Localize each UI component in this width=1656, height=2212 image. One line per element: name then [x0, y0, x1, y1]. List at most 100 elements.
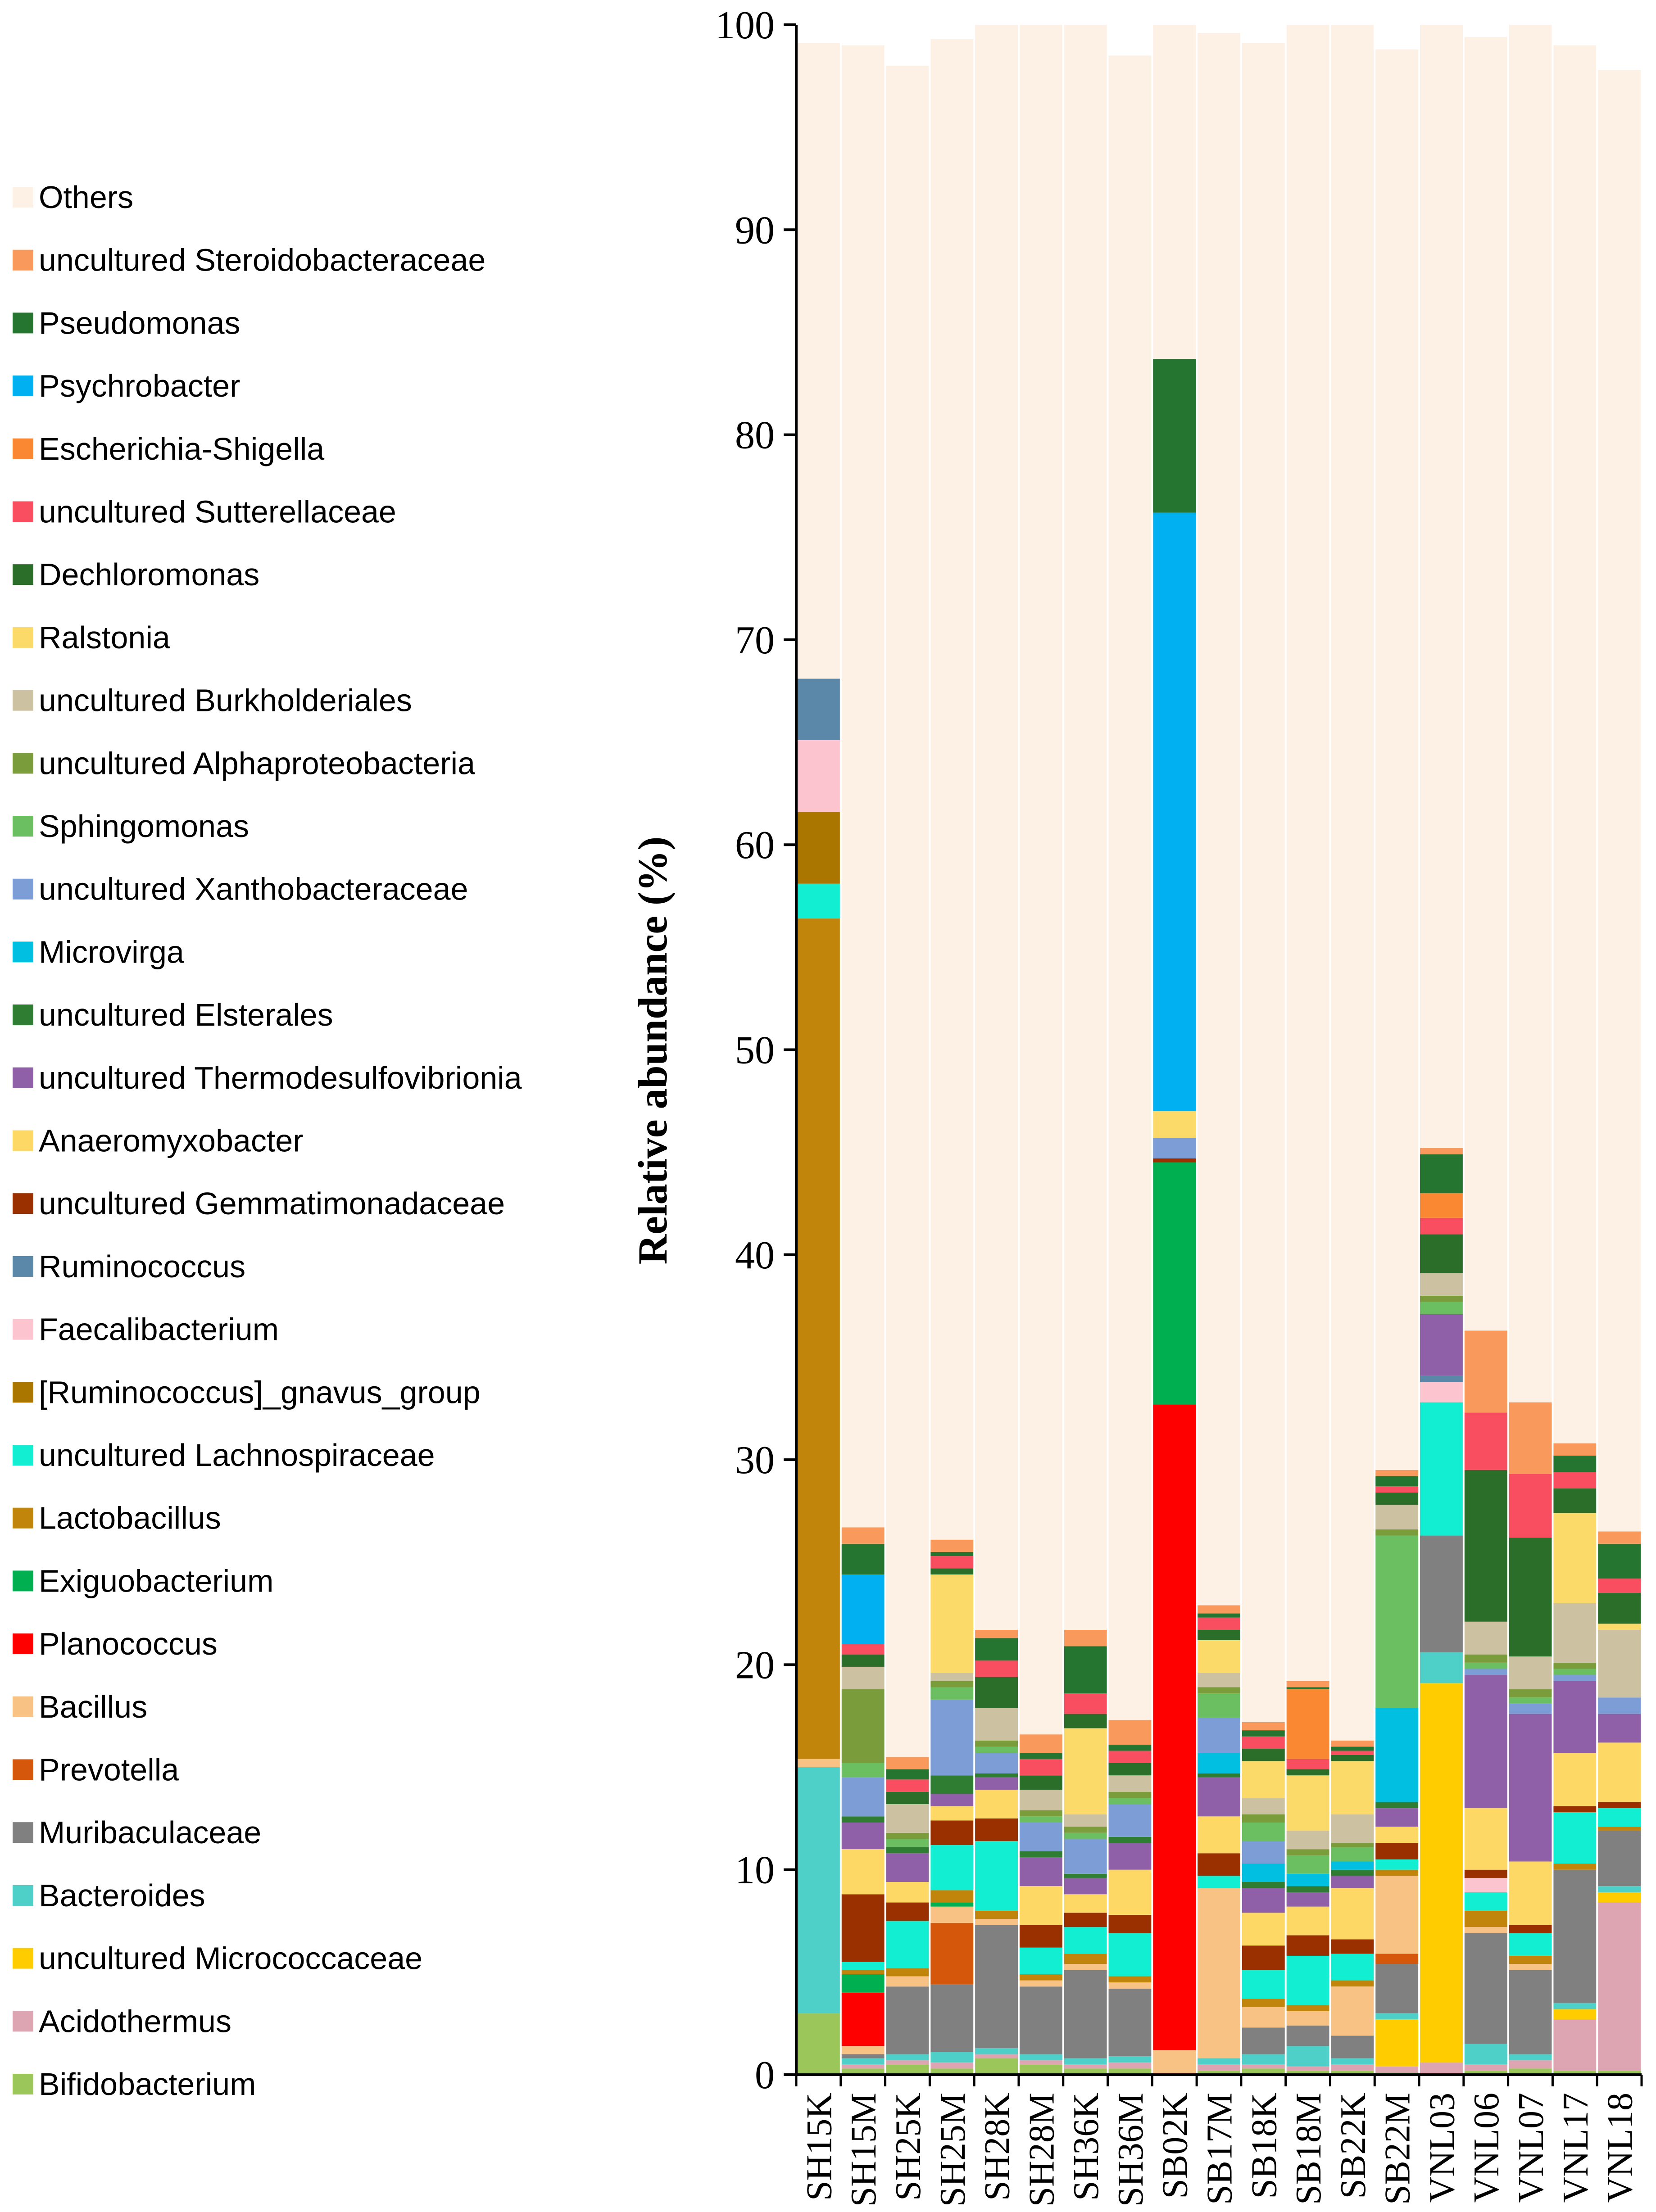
- bar-sh36k-ralstonia: [1064, 1728, 1107, 1814]
- y-tick-label: 0: [755, 2054, 775, 2097]
- bar-sh15m-uncultured-alphaproteobacteria: [841, 1689, 885, 1763]
- bar-sh28m-bacteroides: [1019, 2054, 1062, 2061]
- bar-vnl17-uncultured-burkholderiales: [1553, 1603, 1597, 1663]
- bar-sb02k-uncultured-xanthobacteraceae: [1153, 1138, 1196, 1158]
- x-tick-label: SH36M: [1111, 2093, 1151, 2207]
- bar-sb17m-bacteroides: [1198, 2058, 1240, 2065]
- legend-swatch: [13, 1382, 33, 1403]
- legend-swatch: [13, 312, 33, 334]
- bar-vnl07-uncultured-sutterellaceae: [1509, 1474, 1552, 1538]
- bar-vnl03-uncultured-lachnospiraceae: [1420, 1402, 1463, 1536]
- bar-vnl03-faecalibacterium: [1420, 1382, 1463, 1402]
- bar-sh36k-dechloromonas: [1064, 1714, 1107, 1728]
- bar-sb22k-pseudomonas: [1331, 1746, 1374, 1751]
- legend-swatch: [13, 1067, 33, 1088]
- bar-sb18m-bacteroides: [1286, 2046, 1329, 2067]
- bar-sh15m-muribaculaceae: [841, 2054, 885, 2058]
- bar-sb22k-bacteroides: [1331, 2058, 1374, 2065]
- bar-sh28m-acidothermus: [1019, 2060, 1062, 2065]
- bar-sh25m-uncultured-alphaproteobacteria: [930, 1681, 974, 1687]
- bar-sh36m-acidothermus: [1108, 2062, 1152, 2069]
- bar-sh36k-sphingomonas: [1064, 1832, 1107, 1839]
- bar-sb22m-others: [1375, 49, 1419, 1470]
- bar-sb22k-microvirga: [1331, 1861, 1374, 1870]
- bar-sb18k-sphingomonas: [1242, 1822, 1285, 1841]
- x-tick-label: SB02K: [1156, 2093, 1195, 2199]
- bar-sh28k-lactobacillus: [975, 1910, 1018, 1919]
- bar-sh36m-muribaculaceae: [1108, 1988, 1152, 2057]
- bar-sb18k-bacteroides: [1242, 2054, 1285, 2065]
- bar-sh25m-anaeromyxobacter: [930, 1806, 974, 1821]
- bar-sh15m-planococcus: [841, 1992, 885, 2046]
- bar-sh36m-uncultured-lachnospiraceae: [1108, 1933, 1152, 1977]
- legend-swatch: [13, 1822, 33, 1843]
- bar-sh36k-uncultured-sutterellaceae: [1064, 1693, 1107, 1714]
- legend-swatch: [13, 2011, 33, 2032]
- bar-sh15m-bifidobacterium: [841, 2068, 885, 2075]
- legend-label: Microvirga: [39, 934, 184, 969]
- legend-label: Acidothermus: [39, 2004, 231, 2039]
- bar-sb18m-muribaculaceae: [1286, 2025, 1329, 2046]
- bar-vnl06-bacteroides: [1464, 2044, 1507, 2065]
- legend-label: uncultured Gemmatimonadaceae: [39, 1186, 505, 1221]
- bar-sh25k-uncultured-steroidobacteraceae: [886, 1757, 929, 1769]
- bar-vnl18-uncultured-micrococcaceae: [1598, 1892, 1641, 1903]
- bar-vnl18-uncultured-xanthobacteraceae: [1598, 1697, 1641, 1714]
- bar-sh25k-dechloromonas: [886, 1791, 929, 1805]
- bar-sh36m-dechloromonas: [1108, 1763, 1152, 1776]
- bar-sb22m-acidothermus: [1375, 2066, 1419, 2073]
- bar-sh25k-uncultured-burkholderiales: [886, 1804, 929, 1833]
- bar-vnl18-uncultured-burkholderiales: [1598, 1630, 1641, 1698]
- y-tick-label: 10: [735, 1849, 775, 1892]
- bar-sb18m-uncultured-elsterales: [1286, 1886, 1329, 1892]
- bar-sh28k-bifidobacterium: [975, 2058, 1018, 2075]
- x-tick-label: SH36K: [1066, 2093, 1106, 2201]
- bar-sb22k-bifidobacterium: [1331, 2070, 1374, 2075]
- bar-sh15m-pseudomonas: [841, 1543, 885, 1575]
- bar-sh28k-sphingomonas: [975, 1746, 1018, 1753]
- legend-label: Bifidobacterium: [39, 2067, 256, 2102]
- bar-vnl06-faecalibacterium: [1464, 1877, 1507, 1892]
- bar-vnl07-muribaculaceae: [1509, 1970, 1552, 2054]
- y-ticks: 0 10 20 30 40 50 60 70 80 90 100: [715, 4, 796, 2097]
- bar-vnl17-acidothermus: [1553, 2019, 1597, 2071]
- bar-sh25m-lactobacillus: [930, 1890, 974, 1903]
- legend-label: uncultured Sutterellaceae: [39, 494, 396, 529]
- bar-sh28m-bifidobacterium: [1019, 2064, 1062, 2075]
- bar-sb18k-others: [1242, 43, 1285, 1722]
- bar-sh28m-uncultured-burkholderiales: [1019, 1790, 1062, 1810]
- bar-sh15m-uncultured-steroidobacteraceae: [841, 1527, 885, 1544]
- bar-sh15m-lactobacillus: [841, 1970, 885, 1974]
- bar-vnl06-others: [1464, 37, 1507, 1331]
- bar-sb18m-bifidobacterium: [1286, 2070, 1329, 2075]
- legend-swatch: [13, 187, 33, 208]
- bar-sb18m-microvirga: [1286, 1873, 1329, 1886]
- bar-vnl07-bifidobacterium: [1509, 2068, 1552, 2075]
- bar-sh28k-others: [975, 25, 1018, 1630]
- bar-sh28m-dechloromonas: [1019, 1775, 1062, 1790]
- bar-sb22m-uncultured-steroidobacteraceae: [1375, 1470, 1419, 1476]
- legend-swatch: [13, 564, 33, 585]
- bar-sb18k-uncultured-elsterales: [1242, 1882, 1285, 1888]
- bar-sh25k-uncultured-thermodesulfovibrionia: [886, 1853, 929, 1882]
- bar-sh15m-exiguobacterium: [841, 1974, 885, 1993]
- legend-swatch: [13, 1507, 33, 1529]
- bar-vnl06-acidothermus: [1464, 2064, 1507, 2071]
- bar-sb17m-uncultured-gemmatimonadaceae: [1198, 1853, 1240, 1876]
- bar-sh28m-sphingomonas: [1019, 1816, 1062, 1823]
- bar-sh15m-uncultured-thermodesulfovibrionia: [841, 1822, 885, 1850]
- bar-vnl03-pseudomonas: [1420, 1154, 1463, 1194]
- bar-sh15m-uncultured-elsterales: [841, 1816, 885, 1823]
- bar-sh15m-uncultured-burkholderiales: [841, 1666, 885, 1690]
- bar-vnl06-anaeromyxobacter: [1464, 1808, 1507, 1870]
- bar-vnl03-uncultured-steroidobacteraceae: [1420, 1148, 1463, 1154]
- bar-vnl17-muribaculaceae: [1553, 1869, 1597, 2003]
- bar-sh28m-uncultured-alphaproteobacteria: [1019, 1810, 1062, 1817]
- bar-vnl17-uncultured-thermodesulfovibrionia: [1553, 1681, 1597, 1753]
- bar-sb22m-sphingomonas: [1375, 1535, 1419, 1708]
- bar-vnl07-bacillus: [1509, 1964, 1552, 1970]
- bar-sb17m-sphingomonas: [1198, 1693, 1240, 1718]
- y-tick-label: 80: [735, 414, 775, 457]
- bar-sh25m-uncultured-lachnospiraceae: [930, 1845, 974, 1891]
